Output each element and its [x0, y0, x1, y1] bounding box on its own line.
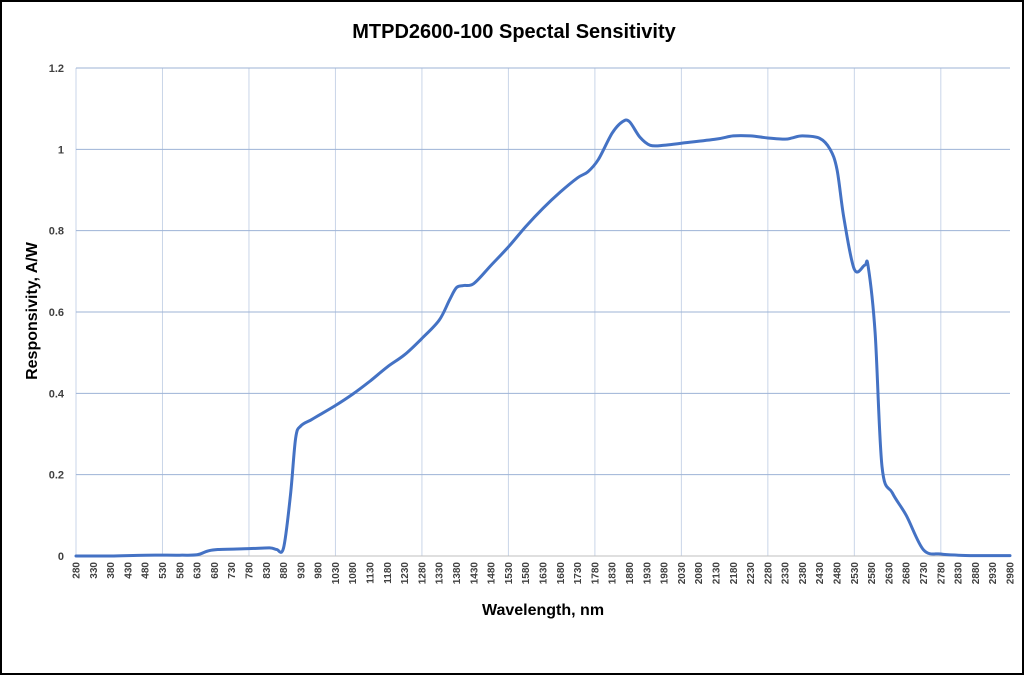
x-tick-label: 2530: [850, 562, 861, 585]
horizontal-gridlines: [76, 67, 1010, 557]
x-tick-label: 2230: [746, 562, 757, 585]
x-tick-labels: 280 330 380 430 480 530 580 630 680 730 780 830 880 9…: [72, 562, 1017, 585]
x-tick-label: 380: [106, 562, 117, 579]
x-tick-label: 2780: [936, 562, 947, 585]
x-tick-label: 930: [296, 562, 307, 579]
x-tick-label: 480: [141, 562, 152, 579]
x-tick-label: 2080: [694, 562, 705, 585]
x-tick-label: 730: [227, 562, 238, 579]
x-tick-label: 1130: [366, 562, 377, 584]
x-tick-label: 330: [89, 562, 100, 579]
x-tick-label: 1730: [573, 562, 584, 585]
x-tick-label: 1880: [625, 562, 636, 585]
x-tick-label: 780: [244, 562, 255, 579]
x-axis-label: Wavelength, nm: [482, 602, 604, 619]
x-tick-label: 1030: [331, 562, 342, 585]
x-tick-label: 1230: [400, 562, 411, 585]
y-tick-label: 0: [58, 551, 64, 563]
x-tick-label: 1980: [660, 562, 671, 585]
responsivity-series-line: [74, 118, 1012, 558]
x-tick-label: 2280: [763, 562, 774, 585]
x-tick-label: 2630: [884, 562, 895, 585]
y-axis-label: Responsivity, A/W: [24, 241, 41, 380]
chart-title: MTPD2600-100 Spectal Sensitivity: [352, 21, 676, 43]
x-tick-label: 830: [262, 562, 273, 579]
x-tick-label: 1180: [383, 562, 394, 584]
y-tick-label: 0.8: [49, 226, 64, 238]
x-tick-label: 2680: [902, 562, 913, 585]
x-tick-label: 1380: [452, 562, 463, 585]
x-tick-label: 2580: [867, 562, 878, 585]
x-tick-label: 2830: [954, 562, 965, 585]
x-tick-label: 580: [175, 562, 186, 579]
x-tick-label: 2130: [711, 562, 722, 585]
x-tick-label: 530: [158, 562, 169, 579]
x-tick-label: 1930: [642, 562, 653, 585]
x-tick-label: 2330: [781, 562, 792, 585]
y-tick-label: 1.2: [49, 63, 64, 75]
x-tick-label: 2980: [1006, 562, 1017, 585]
x-tick-label: 1680: [556, 562, 567, 585]
x-tick-label: 1430: [469, 562, 480, 585]
x-tick-label: 1830: [608, 562, 619, 585]
x-tick-label: 430: [123, 562, 134, 579]
y-tick-label: 0.6: [49, 307, 64, 319]
x-tick-label: 2730: [919, 562, 930, 585]
x-tick-label: 2930: [988, 562, 999, 585]
x-tick-label: 2030: [677, 562, 688, 585]
y-tick-label: 0.2: [49, 470, 64, 482]
y-tick-label: 1: [58, 144, 64, 156]
x-tick-label: 1630: [539, 562, 550, 585]
x-tick-label: 2180: [729, 562, 740, 585]
x-tick-label: 1580: [521, 562, 532, 585]
x-tick-label: 630: [193, 562, 204, 579]
x-tick-label: 980: [314, 562, 325, 579]
x-tick-label: 2480: [833, 562, 844, 585]
x-tick-label: 1780: [590, 562, 601, 585]
y-tick-label: 0.4: [49, 388, 65, 400]
x-tick-label: 2380: [798, 562, 809, 585]
x-tick-label: 880: [279, 562, 290, 579]
x-tick-label: 1480: [487, 562, 498, 585]
x-tick-label: 1080: [348, 562, 359, 585]
x-tick-label: 280: [72, 562, 83, 579]
x-tick-label: 2430: [815, 562, 826, 585]
x-tick-label: 1530: [504, 562, 515, 585]
x-tick-label: 680: [210, 562, 221, 579]
x-tick-label: 1330: [435, 562, 446, 585]
x-tick-label: 2880: [971, 562, 982, 585]
y-tick-labels: 0 0.2 0.4 0.6 0.8 1 1.2: [49, 63, 65, 563]
x-tick-label: 1280: [417, 562, 428, 585]
